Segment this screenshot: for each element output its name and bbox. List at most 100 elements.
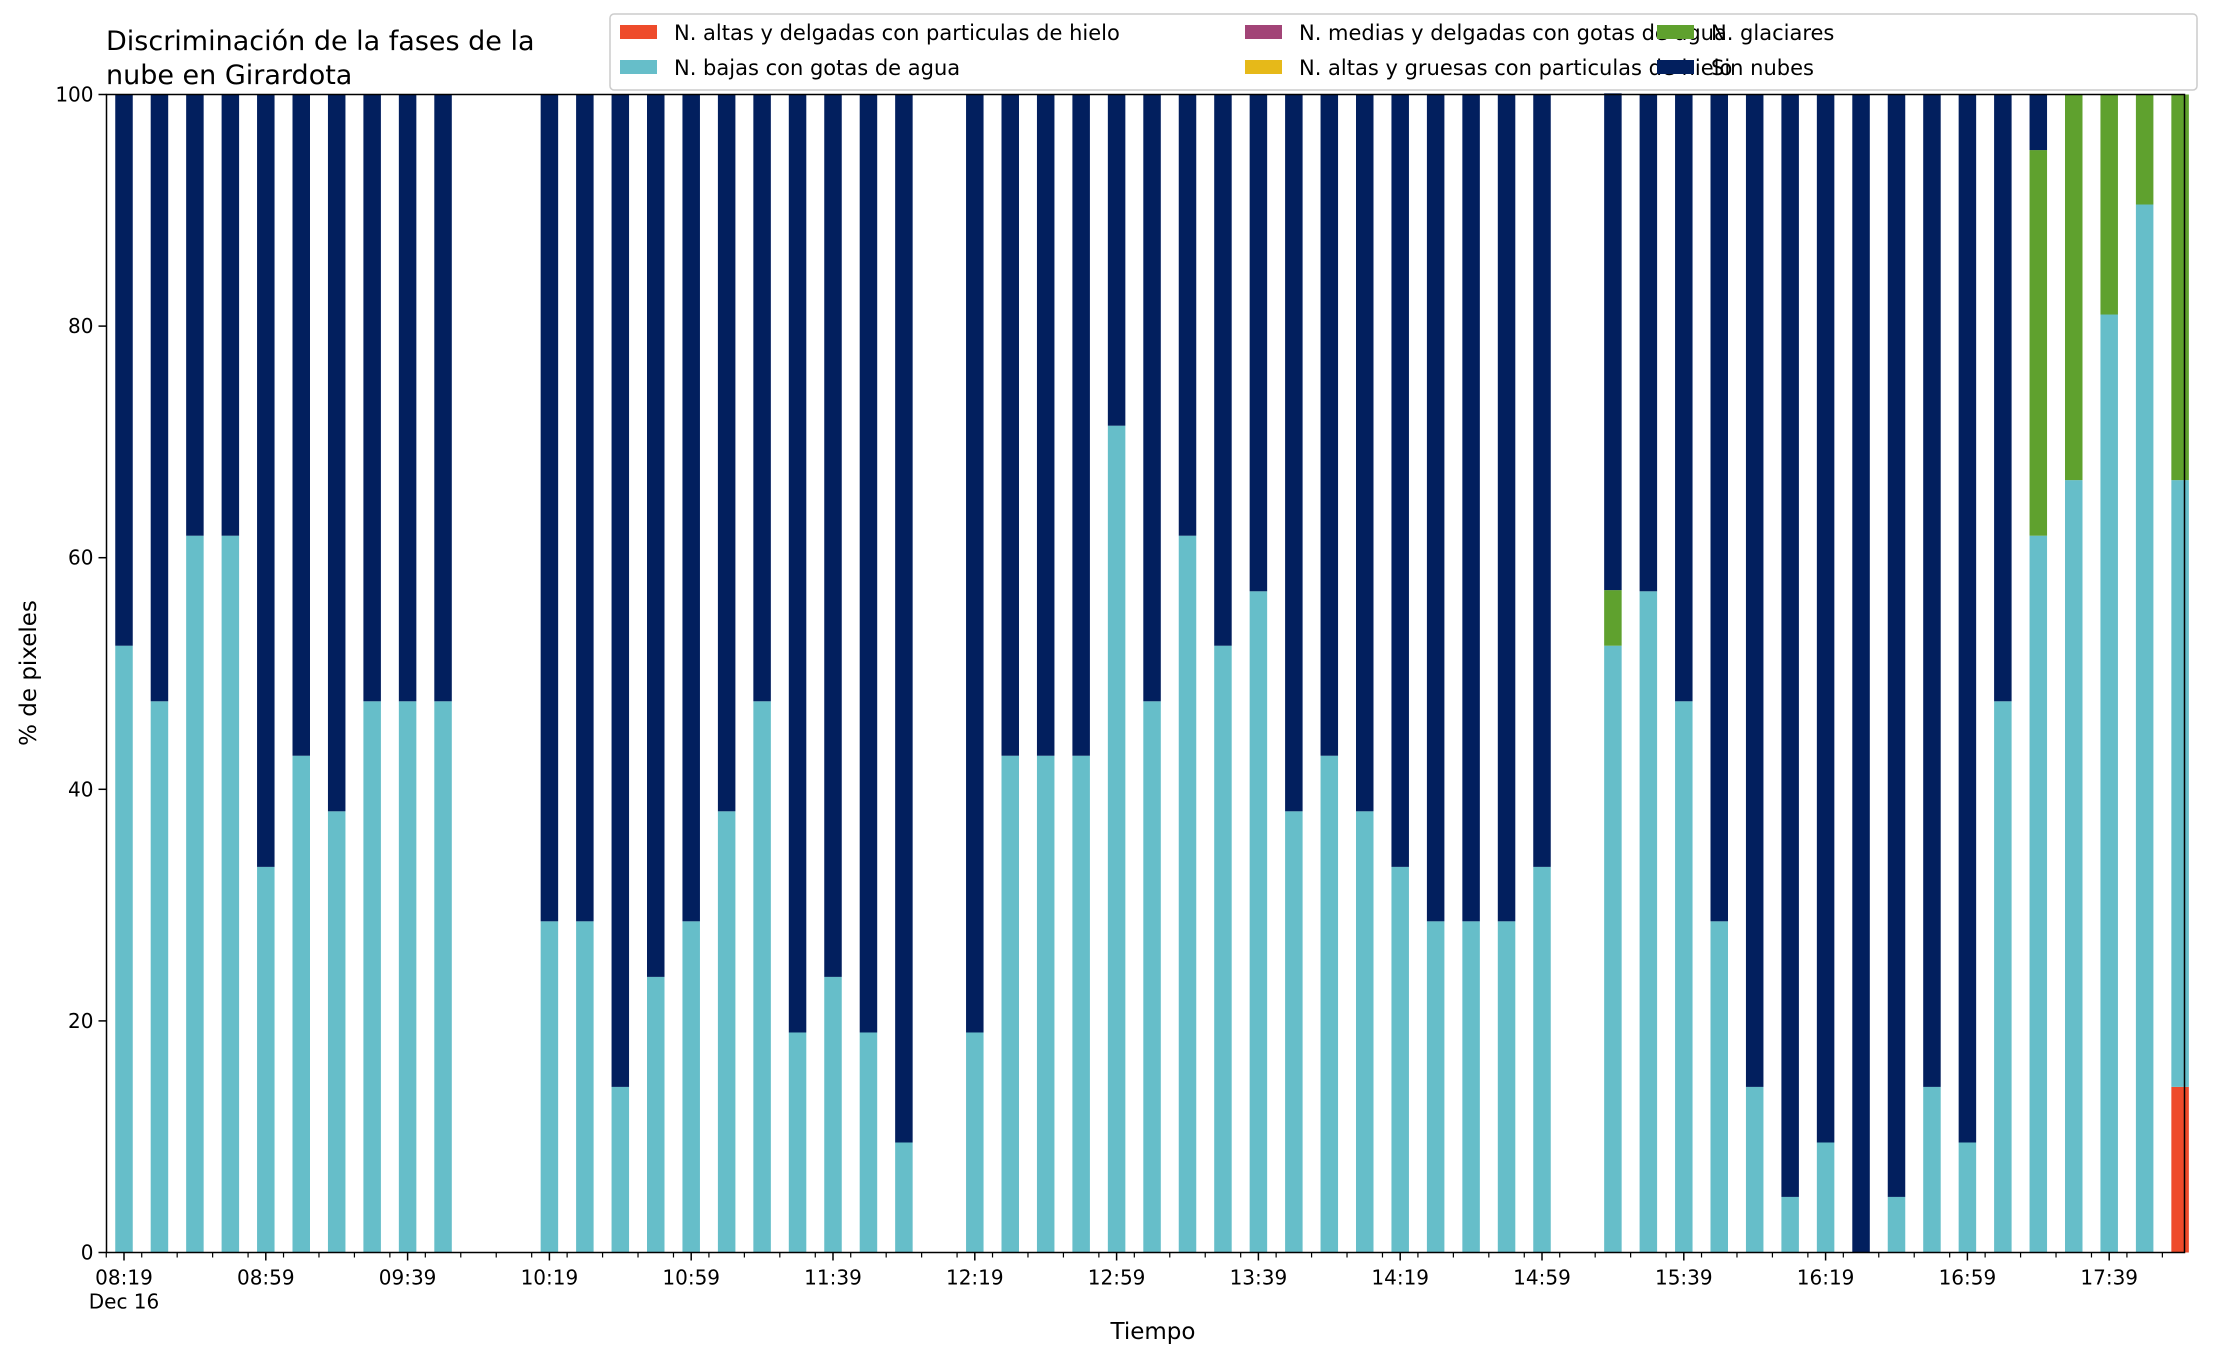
bar-segment (1816, 1142, 1835, 1253)
y-tick-label: 80 (68, 314, 93, 338)
bar-segment (292, 755, 310, 1253)
legend-frame (609, 13, 2198, 91)
bar-segment (1994, 94, 2012, 702)
bar-segment (398, 701, 417, 1253)
bar-segment (2171, 94, 2189, 481)
x-tick-label: 09:39 (379, 1266, 437, 1290)
bar-segment (434, 94, 452, 702)
bar-segment (2029, 94, 2048, 151)
bar-segment (1604, 93, 1622, 591)
x-tick-label: 10:19 (521, 1266, 579, 1290)
y-tick-label: 60 (68, 546, 93, 570)
bar-segment (1745, 94, 1764, 1087)
bar-segment (1249, 591, 1268, 1253)
bar-segment (966, 1032, 984, 1253)
bar-segment (115, 94, 133, 646)
bar-segment (2029, 535, 2048, 1253)
bar-segment (1214, 94, 1232, 646)
bar-segment (1781, 1196, 1799, 1253)
bar-segment (1320, 94, 1339, 756)
bar-segment (363, 94, 381, 702)
bar-segment (1107, 94, 1126, 426)
bar-segment (1143, 94, 1161, 702)
bar-segment (363, 701, 381, 1253)
bar-segment (1036, 755, 1055, 1253)
x-tick-label: 15:39 (1655, 1266, 1713, 1290)
bar-segment (1852, 94, 1870, 1253)
bar-segment (1816, 94, 1835, 1143)
y-tick-label: 40 (68, 777, 93, 801)
bar-segment (115, 645, 133, 1253)
bar-segment (1356, 94, 1374, 812)
bar-segment (753, 701, 771, 1253)
legend: N. altas y delgadas con particulas de hi… (609, 13, 2198, 91)
bar-segment (717, 811, 736, 1253)
bar-segment (1426, 94, 1445, 922)
x-tick-sublabel: Dec 16 (89, 1290, 160, 1314)
y-tick-label: 20 (68, 1009, 93, 1033)
bar-segment (611, 94, 630, 1087)
x-tick-label: 10:59 (662, 1266, 720, 1290)
x-tick-label: 13:39 (1230, 1266, 1288, 1290)
bar-segment (1710, 921, 1728, 1253)
bar-segment (186, 535, 204, 1253)
y-tick-label: 100 (55, 83, 93, 107)
bar-segment (1923, 94, 1941, 1087)
bar-segment (753, 94, 771, 702)
bar-segment (1604, 590, 1622, 646)
bar-segment (398, 94, 417, 702)
legend-entry-label: N. glaciares (1711, 21, 1834, 45)
bar-segment (1533, 866, 1551, 1253)
bar-segment (1533, 94, 1551, 867)
bar-segment (1887, 1196, 1906, 1253)
bar-segment (327, 94, 346, 812)
bar-segment (257, 94, 275, 867)
bar-segment (1285, 811, 1303, 1253)
legend-swatch (1657, 60, 1694, 74)
x-tick-label: 11:39 (804, 1266, 862, 1290)
legend-entry-label: N. medias y delgadas con gotas de agua (1299, 21, 1727, 45)
bar-segment (2135, 204, 2154, 1253)
legend-swatch (1245, 60, 1282, 74)
bar-segment (647, 976, 665, 1253)
legend-swatch (620, 60, 657, 74)
legend-entry-label: Sin nubes (1711, 56, 1814, 80)
bar-segment (1462, 921, 1480, 1253)
x-tick-label: 12:59 (1088, 1266, 1146, 1290)
bar-segment (682, 921, 700, 1253)
bar-segment (682, 94, 700, 922)
y-axis: 0 20 40 60 80 100 (55, 83, 107, 1265)
plot-frame (105, 93, 2186, 1254)
x-tick-label: 16:19 (1797, 1266, 1855, 1290)
bar-segment (1001, 94, 1019, 756)
legend-entry-label: N. bajas con gotas de agua (674, 56, 960, 80)
bar-segment (1036, 94, 1055, 756)
chart-title-line: nube en Girardota (106, 60, 352, 91)
bar-segment (221, 535, 240, 1253)
bar-segment (434, 701, 452, 1253)
bar-segment (1214, 645, 1232, 1253)
bar-segment (327, 811, 346, 1253)
bar-segment (2100, 94, 2118, 315)
bar-segment (1462, 94, 1480, 922)
bar-segment (2029, 150, 2048, 536)
bar-segment (221, 94, 240, 536)
bar-segment (292, 94, 310, 756)
bar-segment (1320, 755, 1339, 1253)
bar-segment (1391, 94, 1409, 867)
plot-area (115, 93, 2189, 1253)
x-axis-label: Tiempo (1110, 1319, 1196, 1345)
bar-segment (1497, 921, 1516, 1253)
y-tick-label: 0 (81, 1241, 94, 1265)
x-tick-label: 16:59 (1939, 1266, 1997, 1290)
bar-segment (1391, 866, 1409, 1253)
bar-segment (859, 1032, 878, 1253)
bar-segment (2171, 1086, 2189, 1253)
legend-entry-label: N. altas y delgadas con particulas de hi… (674, 21, 1120, 45)
bar-segment (1072, 94, 1090, 756)
bar-segment (2100, 314, 2118, 1253)
bar-segment (788, 1032, 807, 1253)
bar-segment (1497, 94, 1516, 922)
bar-segment (1072, 755, 1090, 1253)
